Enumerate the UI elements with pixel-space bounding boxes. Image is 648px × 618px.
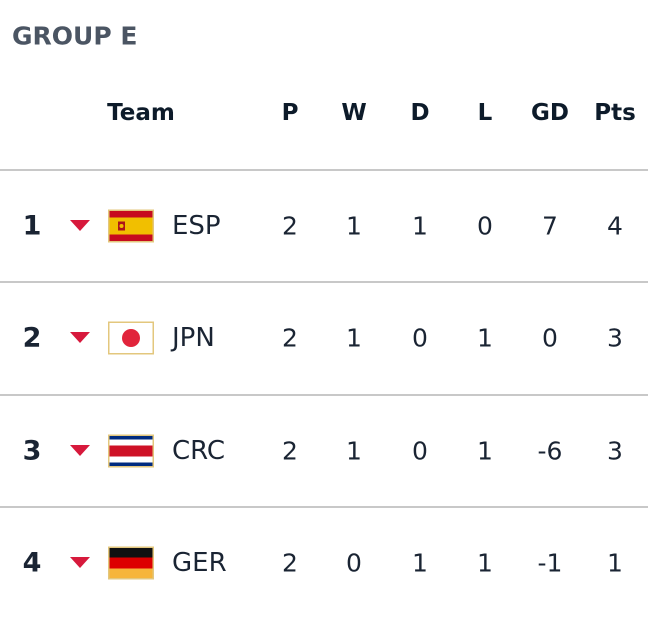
team-flag bbox=[108, 546, 154, 580]
stat: 2 bbox=[282, 548, 298, 578]
stat: 1 bbox=[477, 323, 493, 353]
trend-arrow bbox=[70, 220, 90, 231]
stat: 0 bbox=[412, 323, 428, 353]
stat: 3 bbox=[607, 323, 623, 353]
stat: 1 bbox=[412, 211, 428, 241]
stat: 2 bbox=[282, 211, 298, 241]
row-divider bbox=[0, 393, 648, 396]
stat: 0 bbox=[477, 211, 493, 241]
stat: 1 bbox=[412, 548, 428, 578]
stat: 1 bbox=[346, 436, 362, 466]
row-divider bbox=[0, 281, 648, 284]
trend-arrow bbox=[70, 556, 90, 568]
rank: 1 bbox=[22, 210, 42, 242]
column-header: GD bbox=[531, 100, 569, 126]
stat: 3 bbox=[607, 436, 623, 466]
group-title: GROUP E bbox=[12, 21, 138, 51]
stat: 0 bbox=[412, 436, 428, 466]
team-code: JPN bbox=[172, 323, 215, 354]
team-flag bbox=[108, 209, 154, 243]
trend-arrow bbox=[70, 444, 90, 456]
trend-arrow bbox=[70, 332, 90, 344]
team-code: ESP bbox=[172, 211, 221, 241]
team-code: CRC bbox=[172, 435, 226, 466]
stat: 1 bbox=[607, 548, 623, 578]
stat: 2 bbox=[282, 436, 298, 466]
stat: 0 bbox=[542, 323, 558, 353]
row-divider bbox=[0, 169, 648, 171]
stat: 1 bbox=[346, 211, 362, 241]
column-header: Pts bbox=[594, 100, 636, 126]
column-header: Team bbox=[107, 100, 175, 126]
rank: 2 bbox=[22, 322, 42, 354]
stat: 0 bbox=[346, 548, 362, 578]
stat: 1 bbox=[477, 436, 493, 466]
rank: 4 bbox=[22, 547, 42, 579]
team-flag bbox=[108, 434, 154, 468]
stat: 4 bbox=[607, 211, 623, 241]
stat: -1 bbox=[537, 548, 563, 578]
column-header: D bbox=[410, 100, 430, 126]
stat: 2 bbox=[282, 323, 298, 353]
column-header: W bbox=[341, 100, 367, 126]
stat: 7 bbox=[542, 211, 558, 241]
rank: 3 bbox=[22, 435, 42, 467]
team-code: GER bbox=[172, 547, 227, 578]
row-divider bbox=[0, 505, 648, 508]
stat: 1 bbox=[346, 323, 362, 353]
column-header: L bbox=[477, 100, 493, 126]
team-flag bbox=[108, 321, 154, 355]
stat: -6 bbox=[537, 436, 563, 466]
stat: 1 bbox=[477, 548, 493, 578]
column-header: P bbox=[281, 100, 299, 126]
